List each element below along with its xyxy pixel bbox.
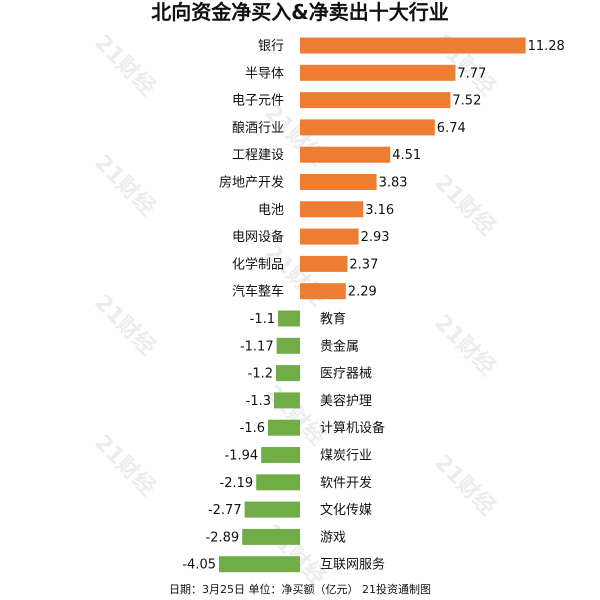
watermark-0: 21财经	[89, 29, 160, 100]
watermark-9: 21财经	[89, 429, 160, 500]
category-label-6: 电池	[258, 203, 284, 218]
bar-2	[300, 92, 451, 109]
category-label-0: 银行	[258, 39, 284, 54]
bar-1	[300, 64, 456, 81]
value-label-2: 7.52	[452, 94, 481, 109]
bar-8	[300, 255, 348, 272]
bar-5	[300, 174, 377, 190]
value-label-7: 2.93	[361, 230, 390, 245]
bar-16	[256, 474, 300, 491]
value-label-12: -1.2	[248, 367, 273, 382]
value-label-5: 3.83	[379, 176, 408, 191]
value-label-0: 11.28	[528, 39, 565, 54]
bar-12	[276, 365, 300, 382]
watermark-7: 21财经	[429, 309, 500, 380]
value-label-4: 4.51	[392, 148, 421, 163]
category-label-5: 房地产开发	[219, 175, 284, 191]
watermark-3: 21财经	[89, 149, 160, 220]
category-label-11: 贵金属	[320, 338, 359, 354]
bar-17	[244, 501, 300, 518]
bar-15	[261, 447, 300, 463]
category-label-14: 计算机设备	[320, 420, 385, 436]
category-label-15: 煤炭行业	[320, 449, 372, 464]
bar-14	[268, 419, 300, 436]
value-label-3: 6.74	[437, 121, 466, 136]
bars-group: 银行 11.28 半导体 7.77 电子元件 7.52 酿酒行业 6.74 工程建设 4.51 房地…	[182, 37, 565, 573]
value-label-6: 3.16	[365, 203, 394, 218]
category-label-10: 教育	[320, 311, 346, 327]
value-label-10: -1.1	[250, 312, 275, 327]
watermark-10: 21财经	[429, 449, 500, 520]
watermark-5: 21财经	[259, 239, 330, 310]
bar-11	[276, 337, 300, 354]
value-label-17: -2.77	[208, 503, 242, 518]
category-label-9: 汽车整车	[232, 284, 284, 300]
bar-6	[300, 201, 364, 218]
bar-13	[274, 392, 300, 409]
category-label-7: 电网设备	[232, 229, 284, 245]
bar-10	[278, 310, 300, 327]
category-label-4: 工程建设	[232, 148, 284, 163]
value-label-8: 2.37	[349, 257, 378, 272]
bar-18	[242, 528, 300, 545]
bar-4	[300, 146, 391, 163]
category-label-13: 美容护理	[320, 393, 372, 409]
bar-3	[300, 119, 435, 136]
category-label-8: 化学制品	[232, 256, 284, 272]
category-label-2: 电子元件	[232, 94, 284, 109]
value-label-1: 7.77	[457, 66, 486, 81]
category-label-18: 游戏	[320, 530, 346, 545]
value-label-14: -1.6	[240, 421, 265, 436]
watermark-4: 21财经	[429, 169, 500, 240]
value-label-16: -2.19	[220, 476, 254, 491]
value-label-19: -4.05	[182, 558, 216, 573]
watermark-8: 21财经	[259, 379, 330, 450]
category-label-19: 互联网服务	[320, 557, 385, 573]
watermark-6: 21财经	[89, 289, 160, 360]
bar-0	[300, 37, 526, 54]
chart-title: 北向资金净买入&净卖出十大行业	[151, 0, 448, 24]
value-label-18: -2.89	[206, 530, 240, 545]
bar-9	[300, 283, 346, 300]
category-label-17: 文化传媒	[320, 503, 372, 518]
value-label-15: -1.94	[225, 449, 259, 464]
value-label-11: -1.17	[240, 339, 274, 354]
bar-7	[300, 228, 359, 245]
value-label-9: 2.29	[348, 285, 377, 300]
chart-footnote: 日期：3月25日 单位：净买额（亿元） 21投资通制图	[169, 582, 431, 596]
category-label-3: 酿酒行业	[232, 120, 284, 136]
category-label-1: 半导体	[245, 66, 284, 81]
category-label-16: 软件开发	[320, 475, 372, 491]
category-label-12: 医疗器械	[320, 367, 372, 382]
value-label-13: -1.3	[246, 394, 271, 409]
bar-19	[219, 556, 300, 573]
